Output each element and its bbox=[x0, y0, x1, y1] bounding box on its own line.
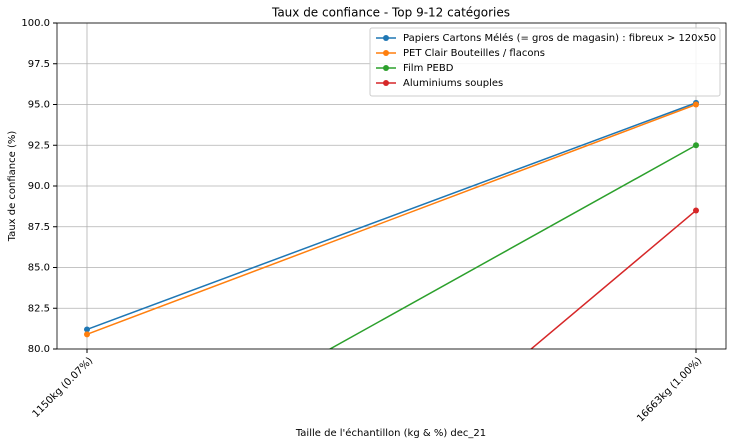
y-tick-label: 87.5 bbox=[28, 222, 50, 233]
y-tick-label: 97.5 bbox=[28, 59, 50, 70]
y-tick-label: 95.0 bbox=[28, 100, 50, 111]
y-axis-label: Taux de confiance (%) bbox=[7, 131, 18, 243]
y-tick-label: 100.0 bbox=[21, 18, 50, 29]
data-point bbox=[693, 142, 699, 149]
legend-label: Papiers Cartons Mélés (= gros de magasin… bbox=[403, 32, 716, 44]
legend-marker bbox=[383, 65, 389, 71]
x-axis-label: Taille de l'échantillon (kg & %) dec_21 bbox=[295, 427, 486, 439]
legend-marker bbox=[383, 80, 389, 86]
chart-title: Taux de confiance - Top 9-12 catégories bbox=[271, 6, 510, 20]
legend-label: Film PEBD bbox=[403, 63, 454, 74]
legend-marker bbox=[383, 35, 389, 41]
y-tick-label: 82.5 bbox=[28, 303, 50, 314]
x-tick-label: 16663kg (1.00%) bbox=[635, 355, 704, 424]
legend: Papiers Cartons Mélés (= gros de magasin… bbox=[369, 27, 721, 97]
data-point bbox=[693, 101, 699, 108]
legend-marker bbox=[383, 50, 389, 56]
series-line bbox=[328, 144, 697, 349]
y-tick-label: 92.5 bbox=[28, 140, 50, 151]
plot-frame bbox=[56, 22, 727, 350]
y-tick-label: 80.0 bbox=[28, 344, 50, 355]
y-tick-label: 90.0 bbox=[28, 181, 50, 192]
data-point bbox=[84, 331, 90, 338]
legend-label: Aluminiums souples bbox=[403, 78, 503, 89]
plot-area bbox=[84, 99, 699, 349]
legend-label: PET Clair Bouteilles / flacons bbox=[403, 48, 545, 59]
x-tick-label: 1150kg (0.07%) bbox=[31, 355, 96, 420]
data-point bbox=[693, 207, 699, 214]
series-line bbox=[86, 103, 697, 336]
series-line bbox=[529, 209, 697, 349]
y-tick-label: 85.0 bbox=[28, 263, 50, 274]
series-line bbox=[86, 102, 697, 331]
legend-box bbox=[369, 27, 721, 97]
data-point bbox=[84, 326, 90, 333]
